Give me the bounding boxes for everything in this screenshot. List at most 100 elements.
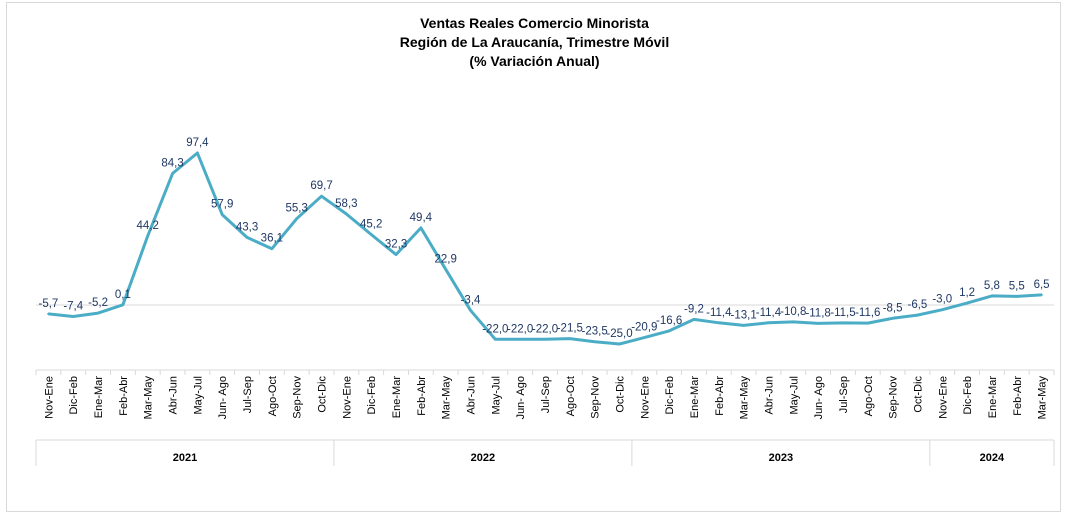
category-tick-label: May-Jul [788,376,800,415]
data-point [568,337,572,340]
data-point [941,308,944,311]
data-label: -11,4 [756,307,782,319]
category-tick-label: Jun- Ago [813,376,825,419]
data-point [47,312,50,316]
category-tick-label: May-Jul [490,376,502,415]
data-label: -23,5 [582,326,608,338]
data-label: -16,6 [656,315,682,327]
category-tick-label: Feb-Abr [1012,376,1024,416]
data-label: -22,0 [532,323,558,335]
category-tick-label: Dic-Feb [962,376,974,415]
category-tick-label: Sep-Nov [888,376,900,419]
category-tick-label: Abr-Jun [168,376,180,415]
category-tick-label: Ene-Mar [391,376,403,419]
data-label: -6,5 [908,299,928,311]
data-label: -10,8 [780,306,806,318]
category-tick-label: Jun- Ago [515,376,527,419]
data-label: -7,4 [63,301,83,313]
category-tick-label: Jul-Sep [838,376,850,413]
data-point [990,294,994,298]
data-label: -9,2 [684,303,704,315]
data-point [394,253,398,256]
category-tick-label: Mar-May [739,376,751,420]
data-label: -5,2 [88,297,108,309]
data-label: -20,9 [631,322,657,334]
series-line [48,151,1042,346]
data-label: -13,1 [731,309,757,321]
data-point [1040,293,1043,297]
data-label: 55,3 [286,203,308,215]
data-label: -3,0 [932,294,952,306]
category-tick-label: Ago-Oct [565,376,577,416]
data-label: 6,5 [1034,279,1050,291]
data-point [245,236,249,239]
data-point [692,318,696,321]
category-tick-label: Dic-Feb [68,376,80,415]
data-point [196,151,199,155]
data-point [543,338,547,341]
data-label: -5,7 [39,298,59,310]
category-tick-label: Mar-May [143,376,155,420]
data-point [1015,295,1018,298]
category-tick-label: Mar-May [1037,376,1049,420]
data-label: 5,8 [984,280,1000,292]
data-label: 84,3 [161,157,183,169]
data-point [369,233,373,236]
data-label: 49,4 [410,212,433,224]
data-label: -8,5 [883,302,903,314]
data-point [270,247,274,250]
data-point [518,338,522,341]
chart-title: Ventas Reales Comercio Minorista [420,15,649,31]
data-point [345,212,348,216]
data-label: -11,6 [855,307,880,319]
category-tick-label: Nov-Ene [341,376,353,419]
category-tick-label: Ene-Mar [689,376,701,419]
data-label: 69,7 [310,180,332,192]
data-label: -22,0 [482,323,508,335]
category-tick-label: Jul-Sep [540,376,552,413]
data-label: -22,0 [507,323,533,335]
category-tick-label: Sep-Nov [292,376,304,419]
category-tick-label: May-Jul [192,376,204,415]
category-tick-label: Abr-Jun [763,376,775,415]
year-label: 2024 [980,452,1005,464]
data-label: -3,4 [461,294,481,306]
data-point [593,340,596,343]
category-tick-label: Ene-Mar [987,376,999,419]
data-point [792,320,795,324]
data-point [494,338,497,341]
data-label: 1,2 [959,287,975,299]
category-tick-label: Oct-Dic [614,376,626,413]
category-tick-label: Mar-May [441,376,453,420]
data-point [618,342,621,346]
data-point [96,311,100,315]
category-tick-label: Jul-Sep [242,376,254,413]
data-point [295,217,298,220]
data-point [742,324,745,327]
data-point [667,329,671,333]
data-point [419,226,423,230]
data-point [643,336,646,339]
data-label: -11,5 [830,307,855,319]
data-point [717,321,721,324]
data-point [891,317,894,320]
data-point [767,321,770,324]
data-point [146,234,149,238]
data-label: 57,9 [211,199,233,211]
category-tick-label: Ago-Oct [267,376,279,416]
category-tick-label: Nov-Ene [937,376,949,419]
data-point [121,303,125,307]
data-label: -11,8 [805,307,830,319]
category-tick-label: Feb-Abr [118,376,130,416]
year-label: 2022 [471,452,495,464]
category-tick-label: Abr-Jun [466,376,478,415]
data-label: -11,4 [706,307,732,319]
data-label: 58,3 [335,198,357,210]
chart-subtitle-units: (% Variación Anual) [469,53,600,69]
data-label: -21,5 [557,323,583,335]
category-tick-label: Jun- Ago [217,376,229,419]
category-tick-label: Sep-Nov [590,376,602,419]
data-label: 22,9 [434,253,456,265]
data-label: 5,5 [1009,280,1025,292]
